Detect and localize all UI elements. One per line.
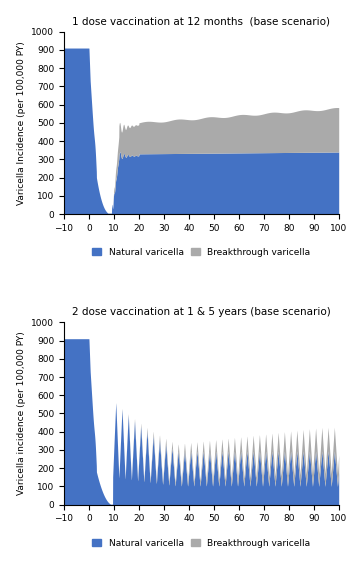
Title: 1 dose vaccination at 12 months  (base scenario): 1 dose vaccination at 12 months (base sc… [72, 17, 330, 27]
Y-axis label: Varicella incidence (per 100,000 PY): Varicella incidence (per 100,000 PY) [17, 332, 26, 496]
Legend: Natural varicella, Breakthrough varicella: Natural varicella, Breakthrough varicell… [89, 535, 314, 551]
Y-axis label: Varicella Incidence (per 100,000 PY): Varicella Incidence (per 100,000 PY) [17, 41, 26, 205]
Title: 2 dose vaccination at 1 & 5 years (base scenario): 2 dose vaccination at 1 & 5 years (base … [72, 307, 331, 317]
Legend: Natural varicella, Breakthrough varicella: Natural varicella, Breakthrough varicell… [89, 244, 314, 261]
